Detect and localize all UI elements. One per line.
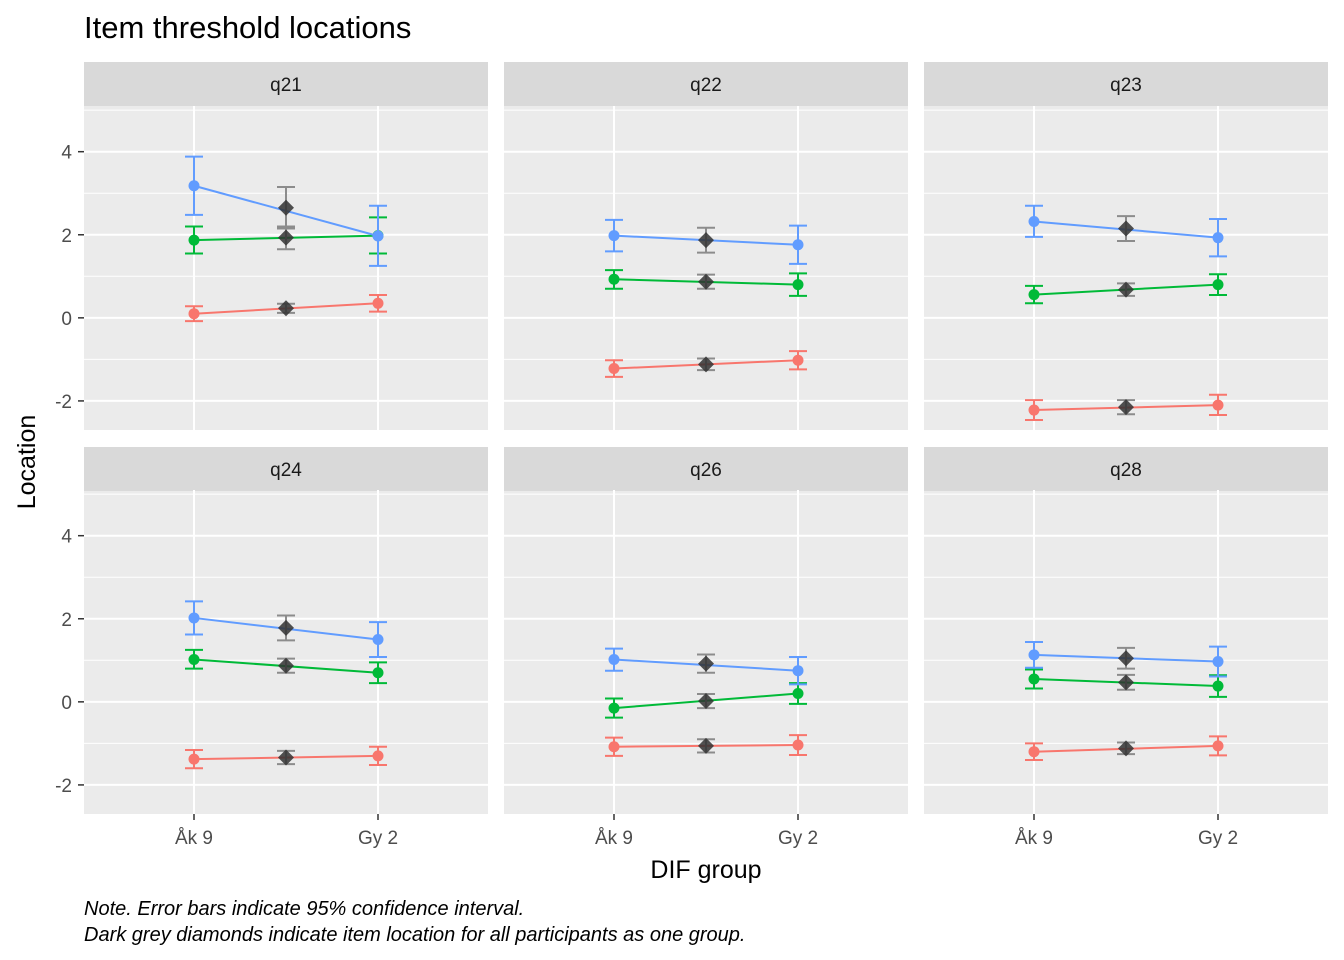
data-point [608,702,620,714]
data-point [1028,673,1040,685]
data-point [792,665,804,677]
overall-diamond [1118,399,1134,416]
panel-q24: q24 [84,447,488,814]
y-axis-title: Location [13,415,41,510]
y-tick-label: 4 [61,143,72,164]
overall-diamond [278,229,294,246]
y-tick-label: 0 [61,693,72,714]
facet-strip [924,62,1328,106]
overall-diamond [698,273,714,290]
data-point [372,667,384,679]
overall-diamond [278,199,294,216]
data-point [372,230,384,242]
overall-diamond [278,619,294,636]
x-tick-label: Gy 2 [358,828,398,849]
data-point [608,653,620,665]
panel-background [924,106,1328,430]
panel-background [504,106,908,430]
overall-diamond [1118,281,1134,298]
overall-diamond [698,737,714,754]
data-point [792,354,804,366]
y-tick-label: 0 [61,309,72,330]
data-point [188,234,200,246]
x-axis-title: DIF group [650,856,761,884]
data-point [608,741,620,753]
note-line-2: Dark grey diamonds indicate item locatio… [84,924,746,946]
data-point [792,239,804,251]
data-point [188,753,200,765]
panel-q26: q26 [504,447,908,814]
data-point [1028,746,1040,758]
overall-diamond [698,232,714,249]
data-point [792,739,804,751]
panel-q23: q23 [924,62,1328,430]
data-point [1212,656,1224,668]
data-point [188,180,200,192]
overall-diamond [698,693,714,710]
data-point [188,612,200,624]
facet-strip [504,62,908,106]
panel-q22: q22 [504,62,908,430]
data-point [1212,680,1224,692]
data-point [608,363,620,375]
y-tick-label: -2 [55,776,72,797]
data-point [188,308,200,320]
data-point [1028,649,1040,661]
data-point [792,279,804,291]
overall-diamond [698,655,714,672]
axes: -2 0 2 4 -2 0 2 4 Åk 9 Gy 2 Åk 9 Gy 2 Åk 9 Gy 2 [55,143,1238,849]
panel-background [84,106,488,430]
overall-diamond [1118,650,1134,667]
y-tick-label: -2 [55,392,72,413]
data-point [372,634,384,646]
data-point [372,297,384,309]
facet-label: q21 [270,75,302,96]
facet-strip [504,447,908,491]
data-point [1028,289,1040,301]
overall-diamond [698,356,714,373]
x-tick-label: Åk 9 [595,828,633,849]
y-tick-label: 2 [61,226,72,247]
overall-diamond [1118,674,1134,691]
facet-panels: q21 q22 q23 q24 q26 q28 [84,62,1328,814]
facet-label: q22 [690,75,722,96]
facet-label: q26 [690,460,722,481]
panel-background [504,490,908,814]
overall-diamond [278,749,294,766]
data-point [608,230,620,242]
note-line-1: Note. Error bars indicate 95% confidence… [84,898,525,920]
facet-strip [924,447,1328,491]
facet-strip [84,447,488,491]
chart-title: Item threshold locations [84,10,412,45]
x-tick-label: Åk 9 [175,828,213,849]
data-point [372,750,384,762]
facet-strip [84,62,488,106]
data-point [1028,404,1040,416]
facet-label: q28 [1110,460,1142,481]
data-point [792,688,804,700]
data-point [1212,279,1224,291]
y-tick-label: 4 [61,527,72,548]
data-point [608,273,620,285]
facet-label: q24 [270,460,302,481]
x-tick-label: Åk 9 [1015,828,1053,849]
panel-q28: q28 [924,447,1328,814]
data-point [188,653,200,665]
overall-diamond [278,300,294,317]
panel-q21: q21 [84,62,488,430]
x-tick-label: Gy 2 [778,828,818,849]
y-tick-label: 2 [61,610,72,631]
data-point [1212,232,1224,244]
data-point [1212,399,1224,411]
overall-diamond [1118,740,1134,757]
data-point [1028,215,1040,227]
x-tick-label: Gy 2 [1198,828,1238,849]
facet-label: q23 [1110,75,1142,96]
overall-diamond [278,657,294,674]
data-point [1212,740,1224,752]
overall-diamond [1118,220,1134,237]
